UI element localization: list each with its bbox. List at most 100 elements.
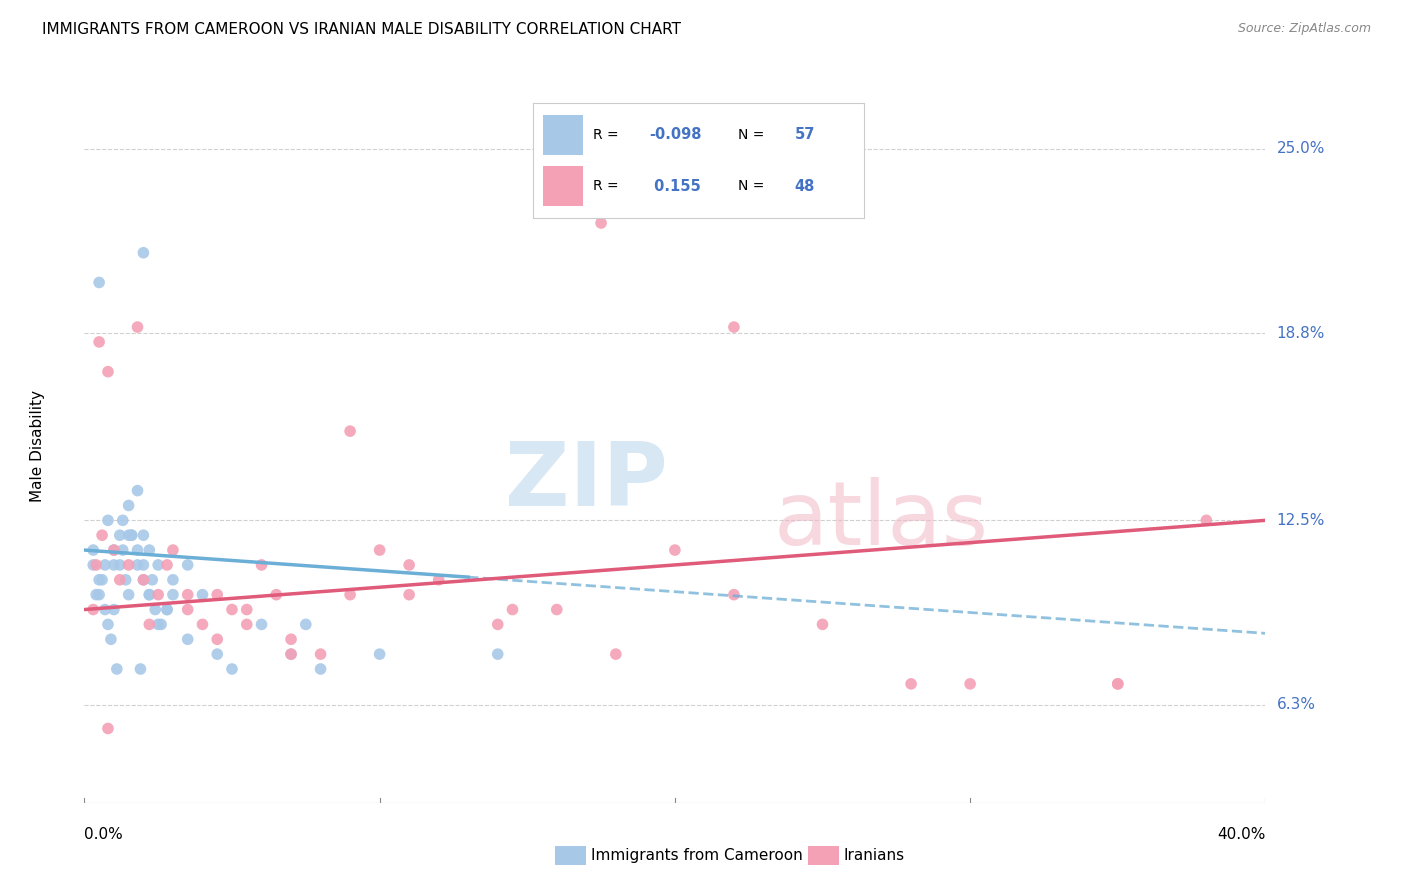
- Text: 40.0%: 40.0%: [1218, 827, 1265, 841]
- Point: [235, 602, 259, 616]
- Point: [250, 617, 273, 632]
- Point: [108, 558, 131, 572]
- Point: [143, 602, 166, 616]
- Point: [132, 573, 155, 587]
- Point: [105, 662, 128, 676]
- Point: [605, 647, 627, 661]
- Point: [235, 617, 259, 632]
- Point: [108, 528, 131, 542]
- Point: [118, 528, 141, 542]
- Point: [94, 558, 117, 572]
- Point: [121, 528, 143, 542]
- Point: [87, 588, 111, 602]
- Text: Source: ZipAtlas.com: Source: ZipAtlas.com: [1237, 22, 1371, 36]
- Point: [1107, 677, 1129, 691]
- Point: [811, 617, 834, 632]
- Point: [84, 558, 107, 572]
- Point: [156, 558, 179, 572]
- Text: 12.5%: 12.5%: [1277, 513, 1324, 528]
- Point: [87, 276, 111, 290]
- Point: [132, 558, 155, 572]
- Point: [97, 722, 120, 736]
- Point: [1195, 513, 1218, 527]
- Point: [141, 573, 163, 587]
- Text: 18.8%: 18.8%: [1277, 326, 1324, 341]
- Point: [111, 513, 134, 527]
- Point: [309, 662, 332, 676]
- Point: [82, 602, 104, 616]
- Point: [280, 647, 302, 661]
- Point: [138, 617, 160, 632]
- Point: [97, 617, 120, 632]
- Point: [295, 617, 318, 632]
- Point: [205, 588, 228, 602]
- Point: [84, 588, 107, 602]
- Point: [368, 543, 391, 558]
- Point: [97, 513, 120, 527]
- Point: [118, 499, 141, 513]
- Point: [177, 602, 200, 616]
- Point: [138, 588, 160, 602]
- Point: [177, 632, 200, 647]
- Point: [87, 573, 111, 587]
- Point: [664, 543, 686, 558]
- Text: Immigrants from Cameroon: Immigrants from Cameroon: [591, 848, 803, 863]
- Point: [87, 334, 111, 349]
- Point: [205, 632, 228, 647]
- Point: [339, 588, 361, 602]
- Point: [150, 617, 173, 632]
- Point: [959, 677, 981, 691]
- Text: 6.3%: 6.3%: [1277, 698, 1316, 712]
- Text: ZIP: ZIP: [505, 438, 668, 525]
- Point: [221, 662, 243, 676]
- Point: [132, 573, 155, 587]
- Point: [221, 602, 243, 616]
- Point: [1107, 677, 1129, 691]
- Point: [127, 543, 149, 558]
- Point: [127, 320, 149, 334]
- Point: [205, 647, 228, 661]
- Point: [162, 543, 184, 558]
- Point: [82, 543, 104, 558]
- Point: [138, 588, 160, 602]
- Point: [103, 558, 125, 572]
- Point: [114, 573, 136, 587]
- Point: [368, 647, 391, 661]
- Point: [148, 558, 170, 572]
- Point: [103, 543, 125, 558]
- Text: Male Disability: Male Disability: [30, 390, 45, 502]
- Point: [177, 588, 200, 602]
- Point: [148, 617, 170, 632]
- Point: [280, 632, 302, 647]
- Point: [121, 528, 143, 542]
- Point: [250, 558, 273, 572]
- Point: [118, 558, 141, 572]
- Point: [162, 573, 184, 587]
- Point: [97, 365, 120, 379]
- Point: [82, 558, 104, 572]
- Point: [91, 528, 114, 542]
- Point: [127, 483, 149, 498]
- Point: [118, 588, 141, 602]
- Point: [94, 602, 117, 616]
- Text: 25.0%: 25.0%: [1277, 141, 1324, 156]
- Text: IMMIGRANTS FROM CAMEROON VS IRANIAN MALE DISABILITY CORRELATION CHART: IMMIGRANTS FROM CAMEROON VS IRANIAN MALE…: [42, 22, 681, 37]
- Point: [162, 588, 184, 602]
- Point: [546, 602, 568, 616]
- Point: [280, 647, 302, 661]
- Point: [191, 588, 214, 602]
- Point: [191, 617, 214, 632]
- Text: Iranians: Iranians: [844, 848, 904, 863]
- Point: [103, 602, 125, 616]
- Point: [177, 558, 200, 572]
- Text: atlas: atlas: [773, 477, 990, 564]
- Point: [127, 558, 149, 572]
- Text: 0.0%: 0.0%: [84, 827, 124, 841]
- Point: [486, 617, 509, 632]
- Point: [486, 647, 509, 661]
- Point: [264, 588, 288, 602]
- Point: [723, 320, 745, 334]
- Point: [103, 543, 125, 558]
- Point: [108, 573, 131, 587]
- Point: [132, 245, 155, 260]
